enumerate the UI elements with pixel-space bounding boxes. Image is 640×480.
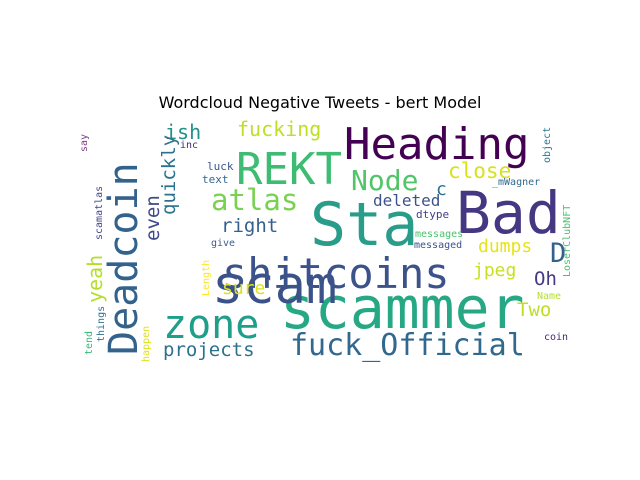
wordcloud-word: Length <box>201 260 212 296</box>
wordcloud-word: D <box>550 238 566 269</box>
wordcloud-word: Heading <box>344 119 529 170</box>
wordcloud-word: Node <box>351 164 418 197</box>
wordcloud-word: Name <box>537 291 561 302</box>
wordcloud-word: things <box>96 306 107 342</box>
wordcloud-word: dumps <box>478 236 532 257</box>
wordcloud-word: ish <box>165 120 201 144</box>
wordcloud-word: coin <box>544 332 568 343</box>
wordcloud-word: messages <box>415 229 463 240</box>
wordcloud-word: shitcoins <box>222 249 450 298</box>
wordcloud-word: Two <box>517 299 551 321</box>
wordcloud-word: fuck_Official <box>290 328 525 363</box>
wordcloud-word: REKT <box>236 144 342 195</box>
wordcloud-word: luck <box>207 160 234 173</box>
wordcloud-word: _mWagner <box>492 177 540 188</box>
wordcloud-word: close <box>448 159 511 183</box>
wordcloud-word: scamatlas <box>94 186 105 240</box>
wordcloud-word: scammer <box>280 274 524 342</box>
wordcloud-word: Deadcoin <box>101 162 147 355</box>
wordcloud-word: Oh <box>534 268 557 290</box>
wordcloud-word: object <box>542 127 553 163</box>
wordcloud-word: c <box>436 179 447 200</box>
wordcloud-word: projects <box>163 339 255 361</box>
wordcloud-word: happen <box>141 326 152 362</box>
wordcloud-word: fucking <box>237 117 321 141</box>
wordcloud-word: text <box>202 173 229 186</box>
chart-title: Wordcloud Negative Tweets - bert Model <box>158 93 482 112</box>
wordcloud-word: give <box>211 238 235 249</box>
wordcloud-word: inc <box>180 140 198 151</box>
wordcloud-word: quickly <box>158 135 180 215</box>
wordcloud-word: dtype <box>416 208 449 221</box>
wordcloud-word: messaged <box>414 240 462 251</box>
wordcloud-word: tend <box>84 331 95 355</box>
wordcloud-word: yeah <box>83 255 107 303</box>
wordcloud-word: LoserClubNFT <box>562 205 573 277</box>
wordcloud-word: even <box>142 195 164 241</box>
wordcloud-word: Bad <box>456 179 561 247</box>
wordcloud-word: atlas <box>211 183 298 217</box>
wordcloud-word: deleted <box>373 191 440 210</box>
wordcloud-word: right <box>221 215 278 237</box>
wordcloud-word: zone <box>163 302 259 348</box>
wordcloud-word: jpeg <box>473 260 516 281</box>
wordcloud-word: Sta <box>310 190 418 260</box>
wordcloud-word: sure <box>222 278 265 299</box>
wordcloud-word: say <box>79 134 90 152</box>
wordcloud-word: scam <box>212 256 337 316</box>
